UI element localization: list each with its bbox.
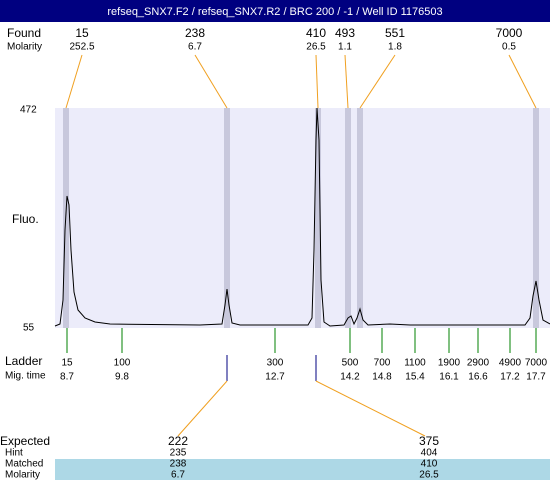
found-connector [194,54,228,109]
expected-connectors [177,380,426,437]
expected-row-label: Matched [5,459,43,470]
ladder-size: 1900 [438,358,461,369]
ladder-time: 12.7 [265,372,285,383]
matched-row-bg [55,459,550,480]
molarity-label: Molarity [7,42,42,53]
plot-area [55,108,550,328]
found-connector [65,54,83,109]
ladder-time: 8.7 [60,372,74,383]
ladder-size: 2900 [467,358,490,369]
found-molarity: 252.5 [69,42,94,53]
found-molarity: 1.1 [338,42,352,53]
ladder-size: 15 [61,358,73,369]
ladder-size: 100 [114,358,131,369]
found-connector [315,54,319,109]
found-size: 15 [75,26,89,40]
found-molarity: 0.5 [502,42,516,53]
ladder-time: 9.8 [115,372,129,383]
found-size: 493 [335,26,355,40]
trace [54,107,550,327]
ladder-size: 300 [267,358,284,369]
ladder-time: 17.2 [500,372,520,383]
found-molarity: 1.8 [388,42,402,53]
ladder-size: 7000 [525,358,548,369]
expected-markers [226,355,317,381]
y-min-label: 55 [23,323,35,334]
expected-expected: 222 [168,434,188,448]
found-connector [508,54,537,109]
expected-molarity: 26.5 [419,470,439,480]
found-size: 7000 [496,26,523,40]
ladder-label: Ladder [5,354,42,368]
title: refseq_SNX7.F2 / refseq_SNX7.R2 / BRC 20… [107,6,442,18]
y-axis-label: Fluo. [12,212,39,226]
found-molarity: 6.7 [188,42,202,53]
ladder-time: 14.2 [340,372,360,383]
expected-matched: 238 [170,459,187,470]
found-connector [344,54,349,109]
ladder-time: 16.1 [439,372,459,383]
mig-time-label: Mig. time [5,371,46,382]
expected-expected: 375 [419,434,439,448]
expected-row-label: Hint [5,448,23,459]
expected-hint: 235 [170,448,187,459]
ladder-size: 700 [374,358,391,369]
ladder-time: 17.7 [526,372,546,383]
ladder-time: 16.6 [468,372,488,383]
found-size: 551 [385,26,405,40]
expected-molarity: 6.7 [171,470,185,480]
found-molarity: 26.5 [306,42,326,53]
ladder-size: 4900 [499,358,522,369]
expected-hint: 404 [421,448,438,459]
found-size: 238 [185,26,205,40]
expected-row-label: Molarity [5,470,40,480]
ladder-size: 1100 [404,358,426,369]
expected-row-label: Expected [0,434,50,448]
expected-matched: 410 [421,459,438,470]
title-bar [0,0,550,22]
found-size: 410 [306,26,326,40]
found-connector [359,54,396,109]
ladder-time: 15.4 [405,372,425,383]
found-label: Found [7,26,41,40]
ladder-size: 500 [342,358,359,369]
y-max-label: 472 [20,105,37,116]
ladder-time: 14.8 [372,372,392,383]
